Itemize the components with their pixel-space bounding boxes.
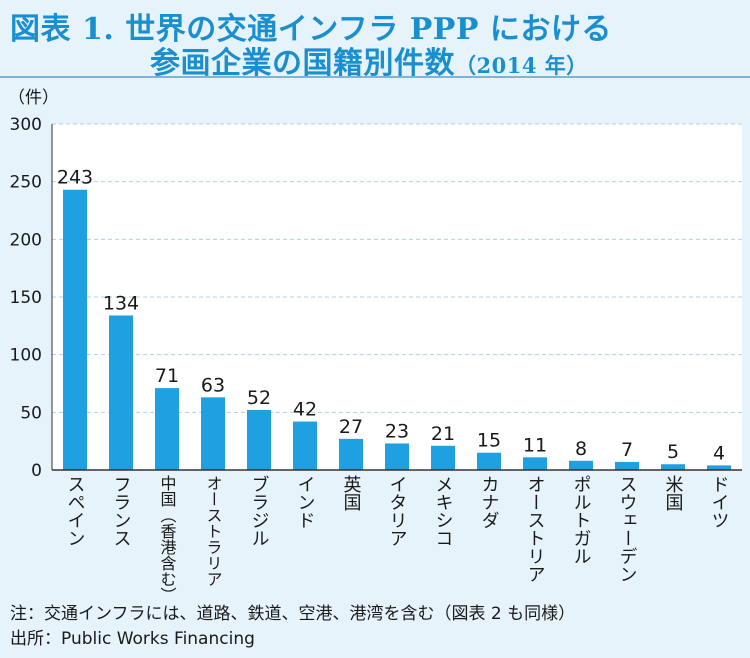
y-tick-label: 200 <box>10 230 42 250</box>
y-axis-label: （件） <box>8 88 59 108</box>
y-tick-label: 150 <box>10 288 42 308</box>
chart-title-main: 参画企業の国籍別件数 <box>150 46 455 81</box>
x-tick-label: ブラジル <box>249 475 270 547</box>
x-tick-label: ドイツ <box>709 475 730 529</box>
data-label: 11 <box>523 434 547 456</box>
bar <box>155 388 179 470</box>
bar <box>569 460 593 470</box>
chart-title-line1: 図表 1. 世界の交通インフラ PPP における <box>10 12 612 47</box>
bar <box>661 464 685 470</box>
bar <box>339 438 363 470</box>
title-divider <box>0 76 750 78</box>
bar <box>707 465 731 470</box>
x-tick-label: メキシコ <box>433 475 454 547</box>
x-tick-label: オーストラリア <box>204 475 223 587</box>
data-label: 7 <box>621 439 633 461</box>
data-label: 42 <box>293 399 317 421</box>
chart-source: 出所：Public Works Financing <box>10 629 255 649</box>
data-label: 134 <box>103 292 139 314</box>
bar <box>615 461 639 470</box>
y-tick-label: 250 <box>10 173 42 193</box>
data-label: 243 <box>57 167 93 189</box>
data-label: 27 <box>339 416 363 438</box>
chart-title-year: （2014 年） <box>455 53 588 78</box>
y-tick-label: 50 <box>20 403 42 423</box>
x-tick-label: オーストリア <box>525 475 546 583</box>
x-tick-label: 米国 <box>663 475 684 511</box>
data-label: 23 <box>385 420 409 442</box>
data-label: 15 <box>477 430 501 452</box>
x-tick-label: スウェーデン <box>617 475 638 583</box>
bar <box>385 443 409 470</box>
data-label: 5 <box>667 441 679 463</box>
bar <box>431 445 455 470</box>
bar-chart: 0 50 100 150 200 250 300 （件） 243 134 71 63 52 42 27 23 2… <box>8 88 742 600</box>
chart-note: 注：交通インフラには、道路、鉄道、空港、港湾を含む（図表 2 も同様） <box>10 604 576 624</box>
x-tick-label: カナダ <box>479 475 500 529</box>
data-label: 4 <box>713 442 725 464</box>
data-label: 71 <box>155 365 179 387</box>
x-tick-label: スペイン <box>65 475 86 547</box>
x-tick-label: ポルトガル <box>571 475 592 565</box>
x-tick-label: イタリア <box>387 475 408 547</box>
data-label: 63 <box>201 374 225 396</box>
chart-title-line2: 参画企業の国籍別件数（2014 年） <box>150 38 588 82</box>
x-tick-label: インド <box>295 475 316 529</box>
data-label: 52 <box>247 387 271 409</box>
bar <box>109 315 133 470</box>
x-tick-label: 英国 <box>341 475 362 511</box>
bar <box>247 410 271 470</box>
bar <box>293 421 317 470</box>
y-tick-label: 100 <box>10 346 42 366</box>
bar <box>201 397 225 470</box>
bar <box>523 457 547 470</box>
x-tick-label: 中国（香港含む） <box>158 475 177 600</box>
y-tick-label: 0 <box>31 461 42 481</box>
data-label: 21 <box>431 423 455 445</box>
data-label: 8 <box>575 438 587 460</box>
bar <box>477 452 501 470</box>
y-tick-label: 300 <box>10 115 42 135</box>
x-tick-label: フランス <box>111 475 132 547</box>
bar <box>63 189 87 471</box>
